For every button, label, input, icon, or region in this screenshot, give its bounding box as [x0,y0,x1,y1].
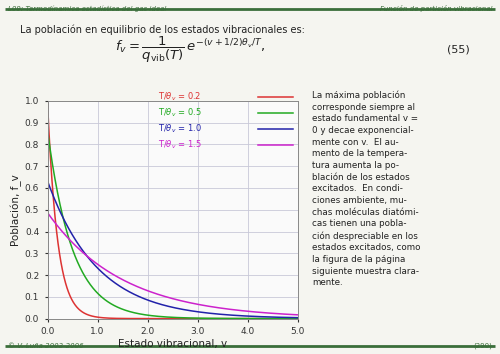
Text: L09: Termodínamica estadística del gas ideal: L09: Termodínamica estadística del gas i… [8,6,166,12]
Text: $f_v = \dfrac{1}{q_{\mathrm{vib}}(T)}\,e^{-(v+1/2)\theta_v/T},$: $f_v = \dfrac{1}{q_{\mathrm{vib}}(T)}\,e… [114,35,266,65]
Text: (290): (290) [474,342,492,349]
Text: La máxima población
corresponde siempre al
estado fundamental v =
0 y decae expo: La máxima población corresponde siempre … [312,90,421,287]
Text: T/$\theta_v$ = 0.2: T/$\theta_v$ = 0.2 [158,90,200,103]
Text: T/$\theta_v$ = 1.5: T/$\theta_v$ = 1.5 [158,139,201,151]
Text: T/$\theta_v$ = 1.0: T/$\theta_v$ = 1.0 [158,122,202,135]
Text: La población en equilibrio de los estados vibracionales es:: La población en equilibrio de los estado… [20,24,305,35]
Text: (55): (55) [448,45,470,55]
Y-axis label: Población, f_v: Población, f_v [10,174,22,246]
Text: T/$\theta_v$ = 0.5: T/$\theta_v$ = 0.5 [158,107,201,119]
Text: © V. Luña 2003-2006: © V. Luña 2003-2006 [8,343,83,348]
X-axis label: Estado vibracional, v: Estado vibracional, v [118,339,227,349]
Text: Función de partición vibracional: Función de partición vibracional [380,5,492,12]
